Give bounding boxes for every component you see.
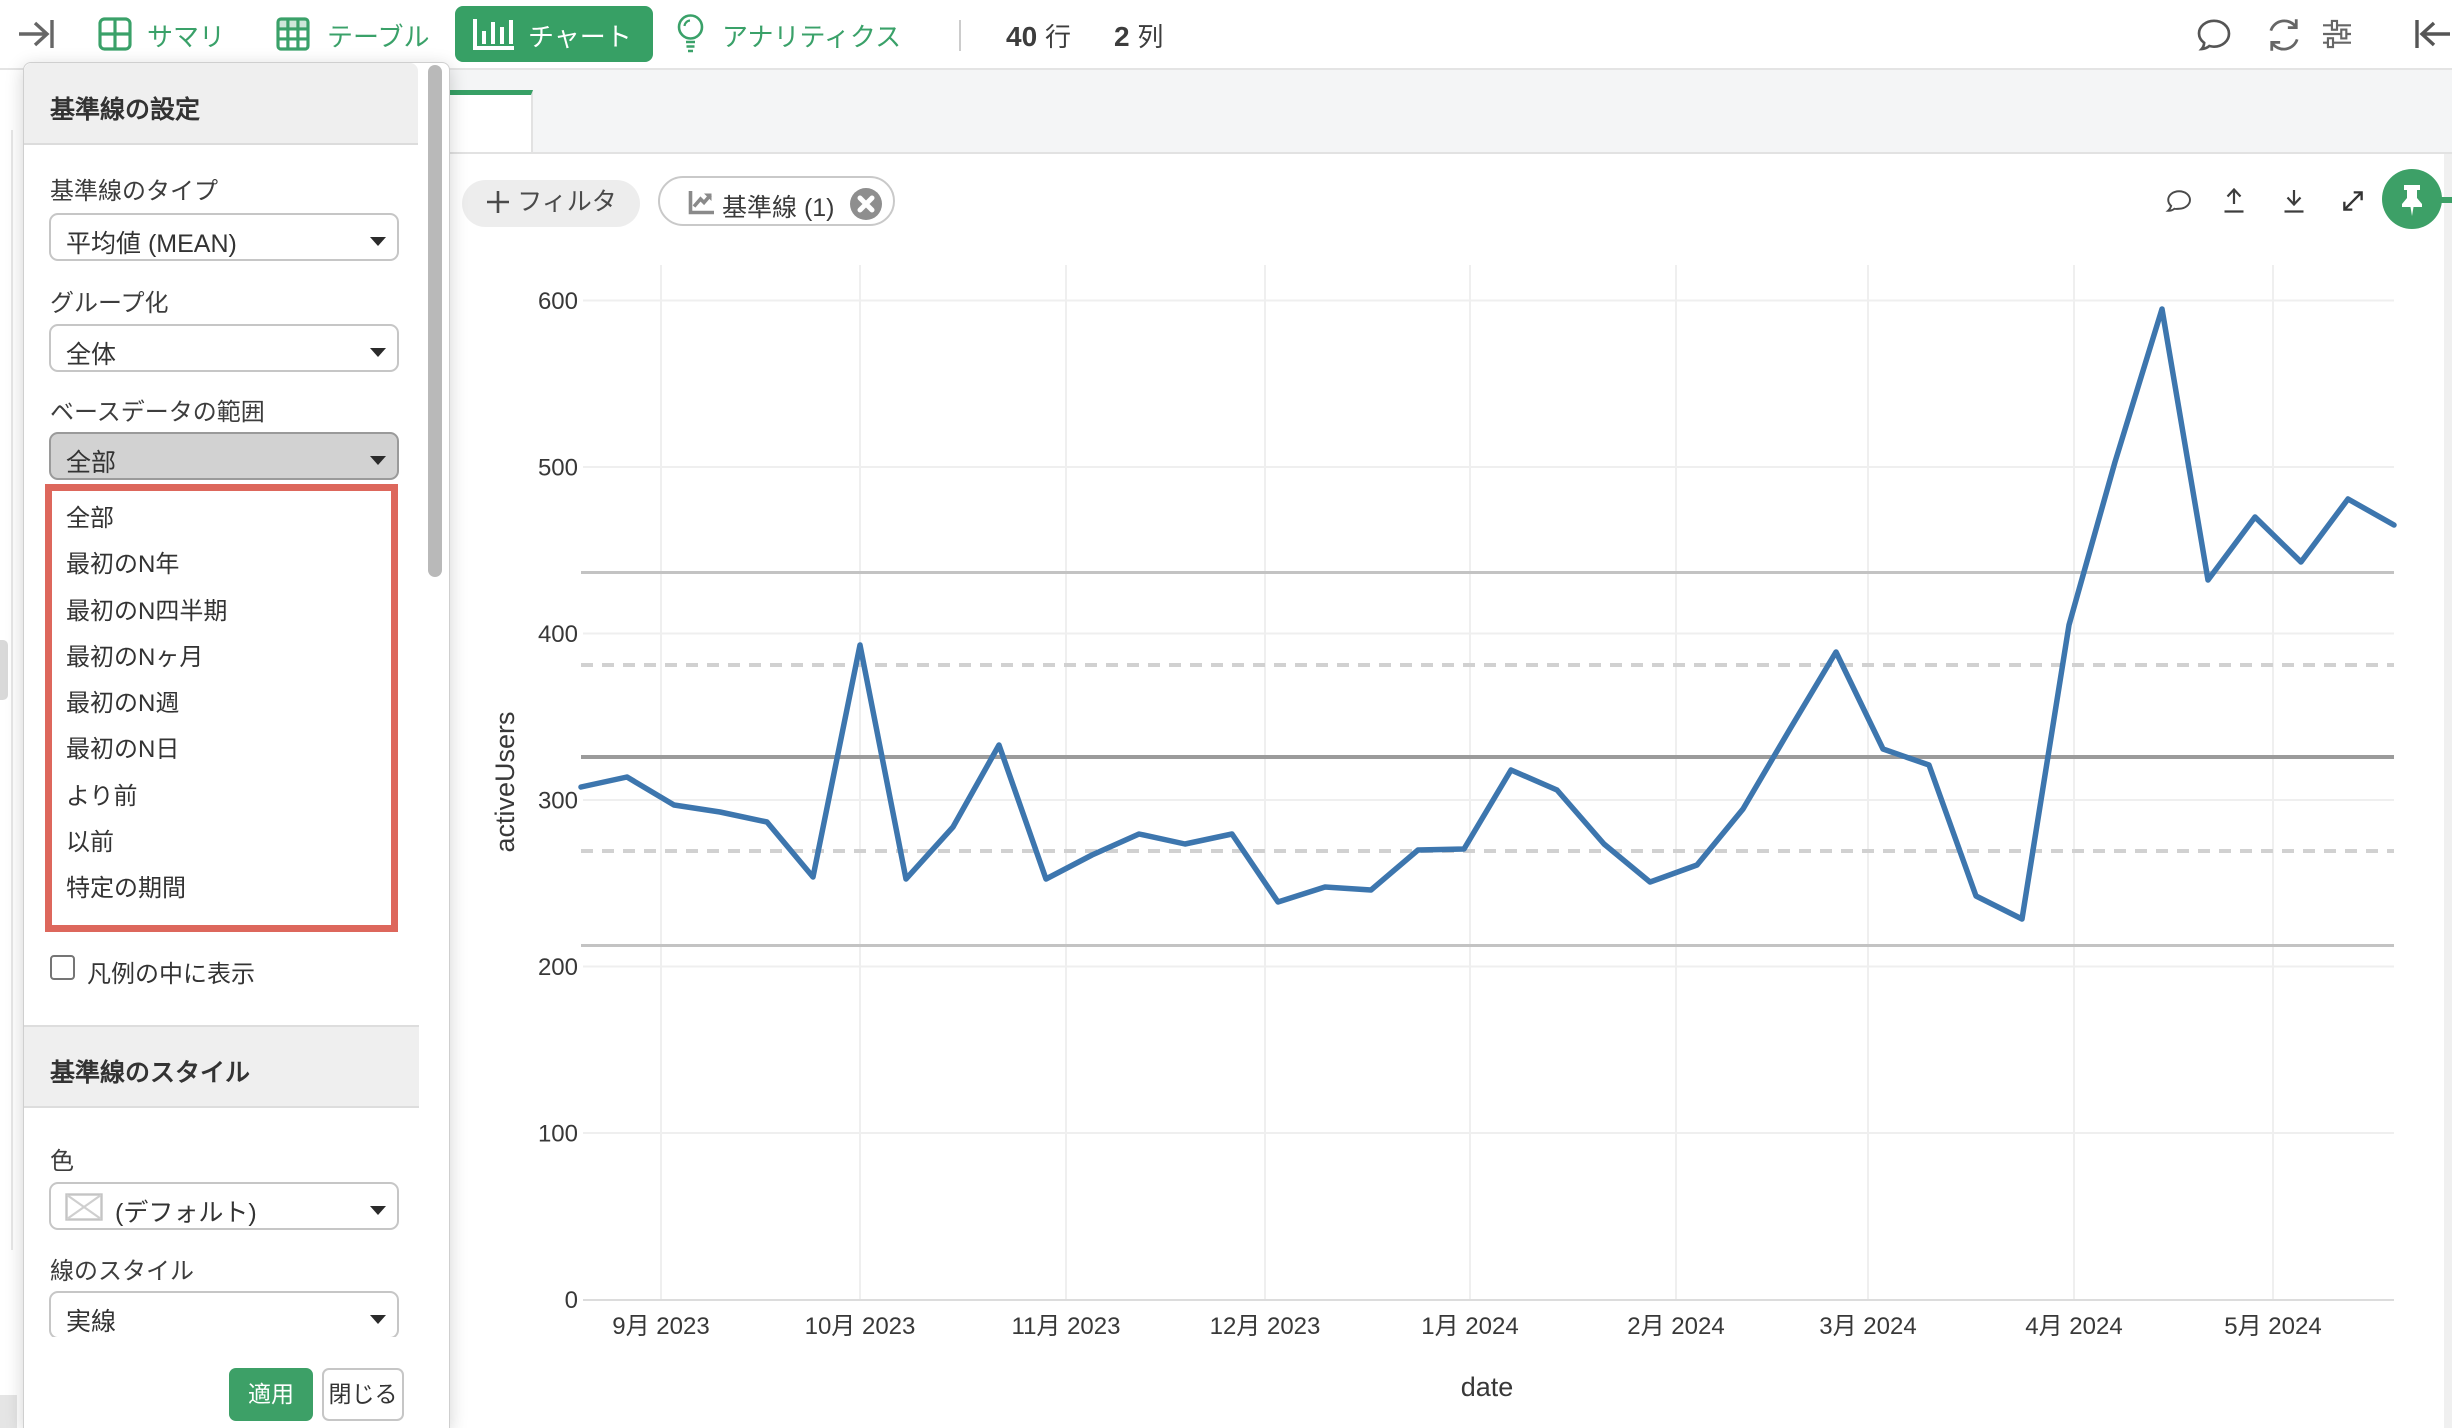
- svg-text:400: 400: [538, 621, 578, 648]
- svg-text:11月 2023: 11月 2023: [1012, 1313, 1121, 1340]
- svg-text:200: 200: [538, 954, 578, 981]
- svg-text:300: 300: [538, 788, 578, 815]
- svg-text:5月 2024: 5月 2024: [2224, 1313, 2321, 1340]
- svg-text:9月 2023: 9月 2023: [612, 1313, 709, 1340]
- svg-text:activeUsers: activeUsers: [490, 711, 520, 852]
- svg-text:2月 2024: 2月 2024: [1627, 1313, 1724, 1340]
- svg-text:0: 0: [565, 1287, 578, 1314]
- svg-text:12月 2023: 12月 2023: [1210, 1313, 1321, 1340]
- svg-text:4月 2024: 4月 2024: [2025, 1313, 2122, 1340]
- svg-text:10月 2023: 10月 2023: [805, 1313, 916, 1340]
- svg-text:3月 2024: 3月 2024: [1819, 1313, 1916, 1340]
- svg-text:1月 2024: 1月 2024: [1421, 1313, 1518, 1340]
- svg-text:500: 500: [538, 455, 578, 482]
- svg-text:100: 100: [538, 1121, 578, 1148]
- svg-text:600: 600: [538, 288, 578, 315]
- svg-text:date: date: [1461, 1372, 1514, 1402]
